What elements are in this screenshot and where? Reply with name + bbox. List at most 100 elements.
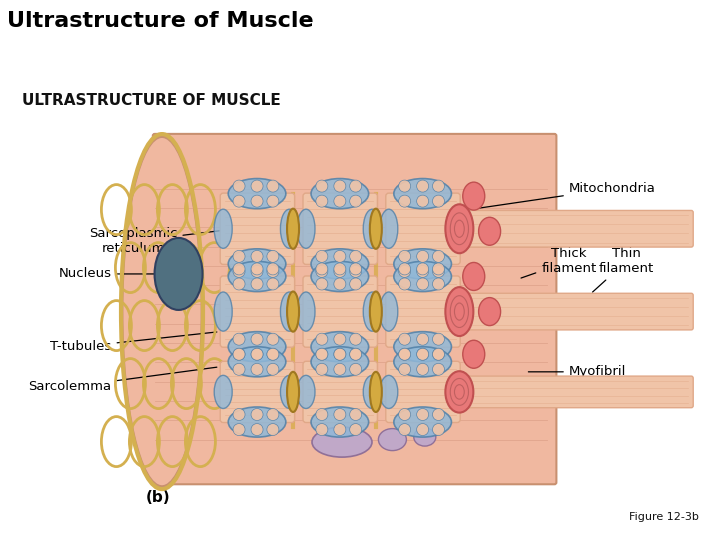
Ellipse shape bbox=[463, 262, 485, 291]
Ellipse shape bbox=[417, 251, 428, 262]
Ellipse shape bbox=[394, 261, 451, 292]
Ellipse shape bbox=[228, 261, 286, 292]
Ellipse shape bbox=[399, 333, 410, 345]
Ellipse shape bbox=[433, 363, 444, 375]
Text: Sarcoplasmic
reticulum: Sarcoplasmic reticulum bbox=[89, 224, 274, 255]
Ellipse shape bbox=[251, 278, 263, 290]
Ellipse shape bbox=[463, 340, 485, 368]
Ellipse shape bbox=[233, 348, 245, 360]
Ellipse shape bbox=[350, 266, 361, 278]
Ellipse shape bbox=[267, 348, 279, 360]
Ellipse shape bbox=[334, 180, 346, 192]
Ellipse shape bbox=[228, 332, 286, 362]
Ellipse shape bbox=[334, 263, 346, 275]
Ellipse shape bbox=[233, 195, 245, 207]
Ellipse shape bbox=[433, 263, 444, 275]
Ellipse shape bbox=[251, 333, 263, 345]
Ellipse shape bbox=[316, 423, 328, 436]
Ellipse shape bbox=[380, 209, 397, 248]
Ellipse shape bbox=[267, 278, 279, 290]
Ellipse shape bbox=[399, 348, 410, 360]
Ellipse shape bbox=[446, 287, 473, 336]
Ellipse shape bbox=[394, 347, 451, 377]
Ellipse shape bbox=[267, 251, 279, 262]
FancyBboxPatch shape bbox=[455, 211, 693, 247]
Ellipse shape bbox=[233, 348, 245, 360]
Ellipse shape bbox=[399, 266, 410, 278]
Ellipse shape bbox=[433, 333, 444, 345]
Ellipse shape bbox=[364, 292, 382, 331]
Ellipse shape bbox=[350, 180, 361, 192]
Ellipse shape bbox=[233, 263, 245, 275]
Ellipse shape bbox=[380, 375, 397, 408]
Ellipse shape bbox=[414, 428, 436, 446]
FancyBboxPatch shape bbox=[220, 361, 294, 422]
Ellipse shape bbox=[433, 348, 444, 360]
Ellipse shape bbox=[281, 209, 299, 248]
Ellipse shape bbox=[334, 278, 346, 290]
FancyBboxPatch shape bbox=[455, 376, 693, 408]
Ellipse shape bbox=[399, 423, 410, 436]
Ellipse shape bbox=[297, 292, 315, 331]
Ellipse shape bbox=[334, 348, 346, 360]
Ellipse shape bbox=[417, 195, 428, 207]
Ellipse shape bbox=[417, 263, 428, 275]
Ellipse shape bbox=[399, 278, 410, 290]
Ellipse shape bbox=[370, 292, 382, 332]
Text: T-tubules: T-tubules bbox=[50, 332, 217, 353]
Text: ULTRASTRUCTURE OF MUSCLE: ULTRASTRUCTURE OF MUSCLE bbox=[22, 93, 280, 108]
Ellipse shape bbox=[334, 195, 346, 207]
Ellipse shape bbox=[251, 266, 263, 278]
Ellipse shape bbox=[233, 423, 245, 436]
Ellipse shape bbox=[399, 263, 410, 275]
FancyBboxPatch shape bbox=[303, 193, 377, 265]
Ellipse shape bbox=[267, 180, 279, 192]
Ellipse shape bbox=[417, 348, 428, 360]
Ellipse shape bbox=[446, 209, 464, 248]
Ellipse shape bbox=[122, 137, 202, 487]
Ellipse shape bbox=[417, 348, 428, 360]
Ellipse shape bbox=[433, 195, 444, 207]
FancyBboxPatch shape bbox=[303, 361, 377, 422]
Ellipse shape bbox=[350, 408, 361, 421]
Text: Mitochondria: Mitochondria bbox=[478, 182, 656, 208]
Ellipse shape bbox=[251, 251, 263, 262]
Ellipse shape bbox=[267, 348, 279, 360]
Ellipse shape bbox=[316, 348, 328, 360]
Ellipse shape bbox=[417, 266, 428, 278]
Ellipse shape bbox=[417, 363, 428, 375]
Ellipse shape bbox=[316, 348, 328, 360]
Ellipse shape bbox=[334, 408, 346, 421]
FancyBboxPatch shape bbox=[386, 193, 460, 265]
Ellipse shape bbox=[399, 195, 410, 207]
Ellipse shape bbox=[312, 427, 372, 457]
Text: Ultrastructure of Muscle: Ultrastructure of Muscle bbox=[7, 11, 314, 31]
Ellipse shape bbox=[287, 292, 299, 332]
Ellipse shape bbox=[399, 180, 410, 192]
Ellipse shape bbox=[316, 180, 328, 192]
Ellipse shape bbox=[394, 407, 451, 437]
Ellipse shape bbox=[433, 408, 444, 421]
FancyBboxPatch shape bbox=[153, 134, 557, 484]
Ellipse shape bbox=[334, 363, 346, 375]
Ellipse shape bbox=[316, 263, 328, 275]
Ellipse shape bbox=[311, 347, 369, 377]
Ellipse shape bbox=[316, 251, 328, 262]
Ellipse shape bbox=[233, 333, 245, 345]
Ellipse shape bbox=[267, 423, 279, 436]
Ellipse shape bbox=[417, 180, 428, 192]
Ellipse shape bbox=[316, 333, 328, 345]
Ellipse shape bbox=[228, 347, 286, 377]
Ellipse shape bbox=[251, 195, 263, 207]
Ellipse shape bbox=[350, 423, 361, 436]
Ellipse shape bbox=[433, 423, 444, 436]
Ellipse shape bbox=[380, 292, 397, 331]
Ellipse shape bbox=[251, 363, 263, 375]
Ellipse shape bbox=[433, 180, 444, 192]
Ellipse shape bbox=[297, 209, 315, 248]
Ellipse shape bbox=[215, 209, 232, 248]
Ellipse shape bbox=[399, 408, 410, 421]
Ellipse shape bbox=[334, 348, 346, 360]
Ellipse shape bbox=[233, 278, 245, 290]
Ellipse shape bbox=[350, 195, 361, 207]
